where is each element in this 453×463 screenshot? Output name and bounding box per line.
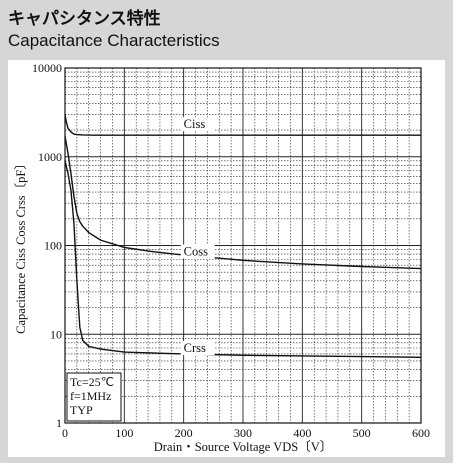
condition-text: Tc=25℃ (70, 375, 114, 389)
y-tick-label: 1 (56, 416, 62, 430)
x-tick-label: 300 (234, 426, 252, 440)
chart-area: 0 100 200 300 400 500 600 1 10 100 1000 10000 Ciss C… (8, 60, 445, 457)
condition-text: f=1MHz (70, 389, 111, 403)
series-label-coss: Coss (184, 245, 208, 259)
series-labels: Ciss Coss Crss (181, 117, 215, 355)
chart-title-japanese: キャパシタンス特性 (8, 4, 161, 29)
x-tick-label: 100 (115, 426, 133, 440)
x-tick-label: 600 (412, 426, 430, 440)
x-axis-label: Drain・Source Voltage VDS〔V〕 (154, 440, 332, 454)
series-label-ciss: Ciss (184, 117, 206, 131)
y-tick-label: 100 (44, 239, 62, 253)
x-tick-label: 400 (293, 426, 311, 440)
x-tick-label: 500 (353, 426, 371, 440)
chart-title-english: Capacitance Characteristics (8, 31, 220, 51)
y-axis-label: Capacitance Ciss Coss Crss〔pF〕 (14, 157, 28, 334)
x-tick-label: 200 (175, 426, 193, 440)
y-tick-label: 10 (50, 327, 62, 341)
y-tick-label: 10000 (32, 61, 62, 75)
condition-text: TYP (70, 403, 93, 417)
x-tick-label: 0 (62, 426, 68, 440)
y-tick-label: 1000 (38, 150, 62, 164)
series-label-crss: Crss (184, 341, 206, 355)
